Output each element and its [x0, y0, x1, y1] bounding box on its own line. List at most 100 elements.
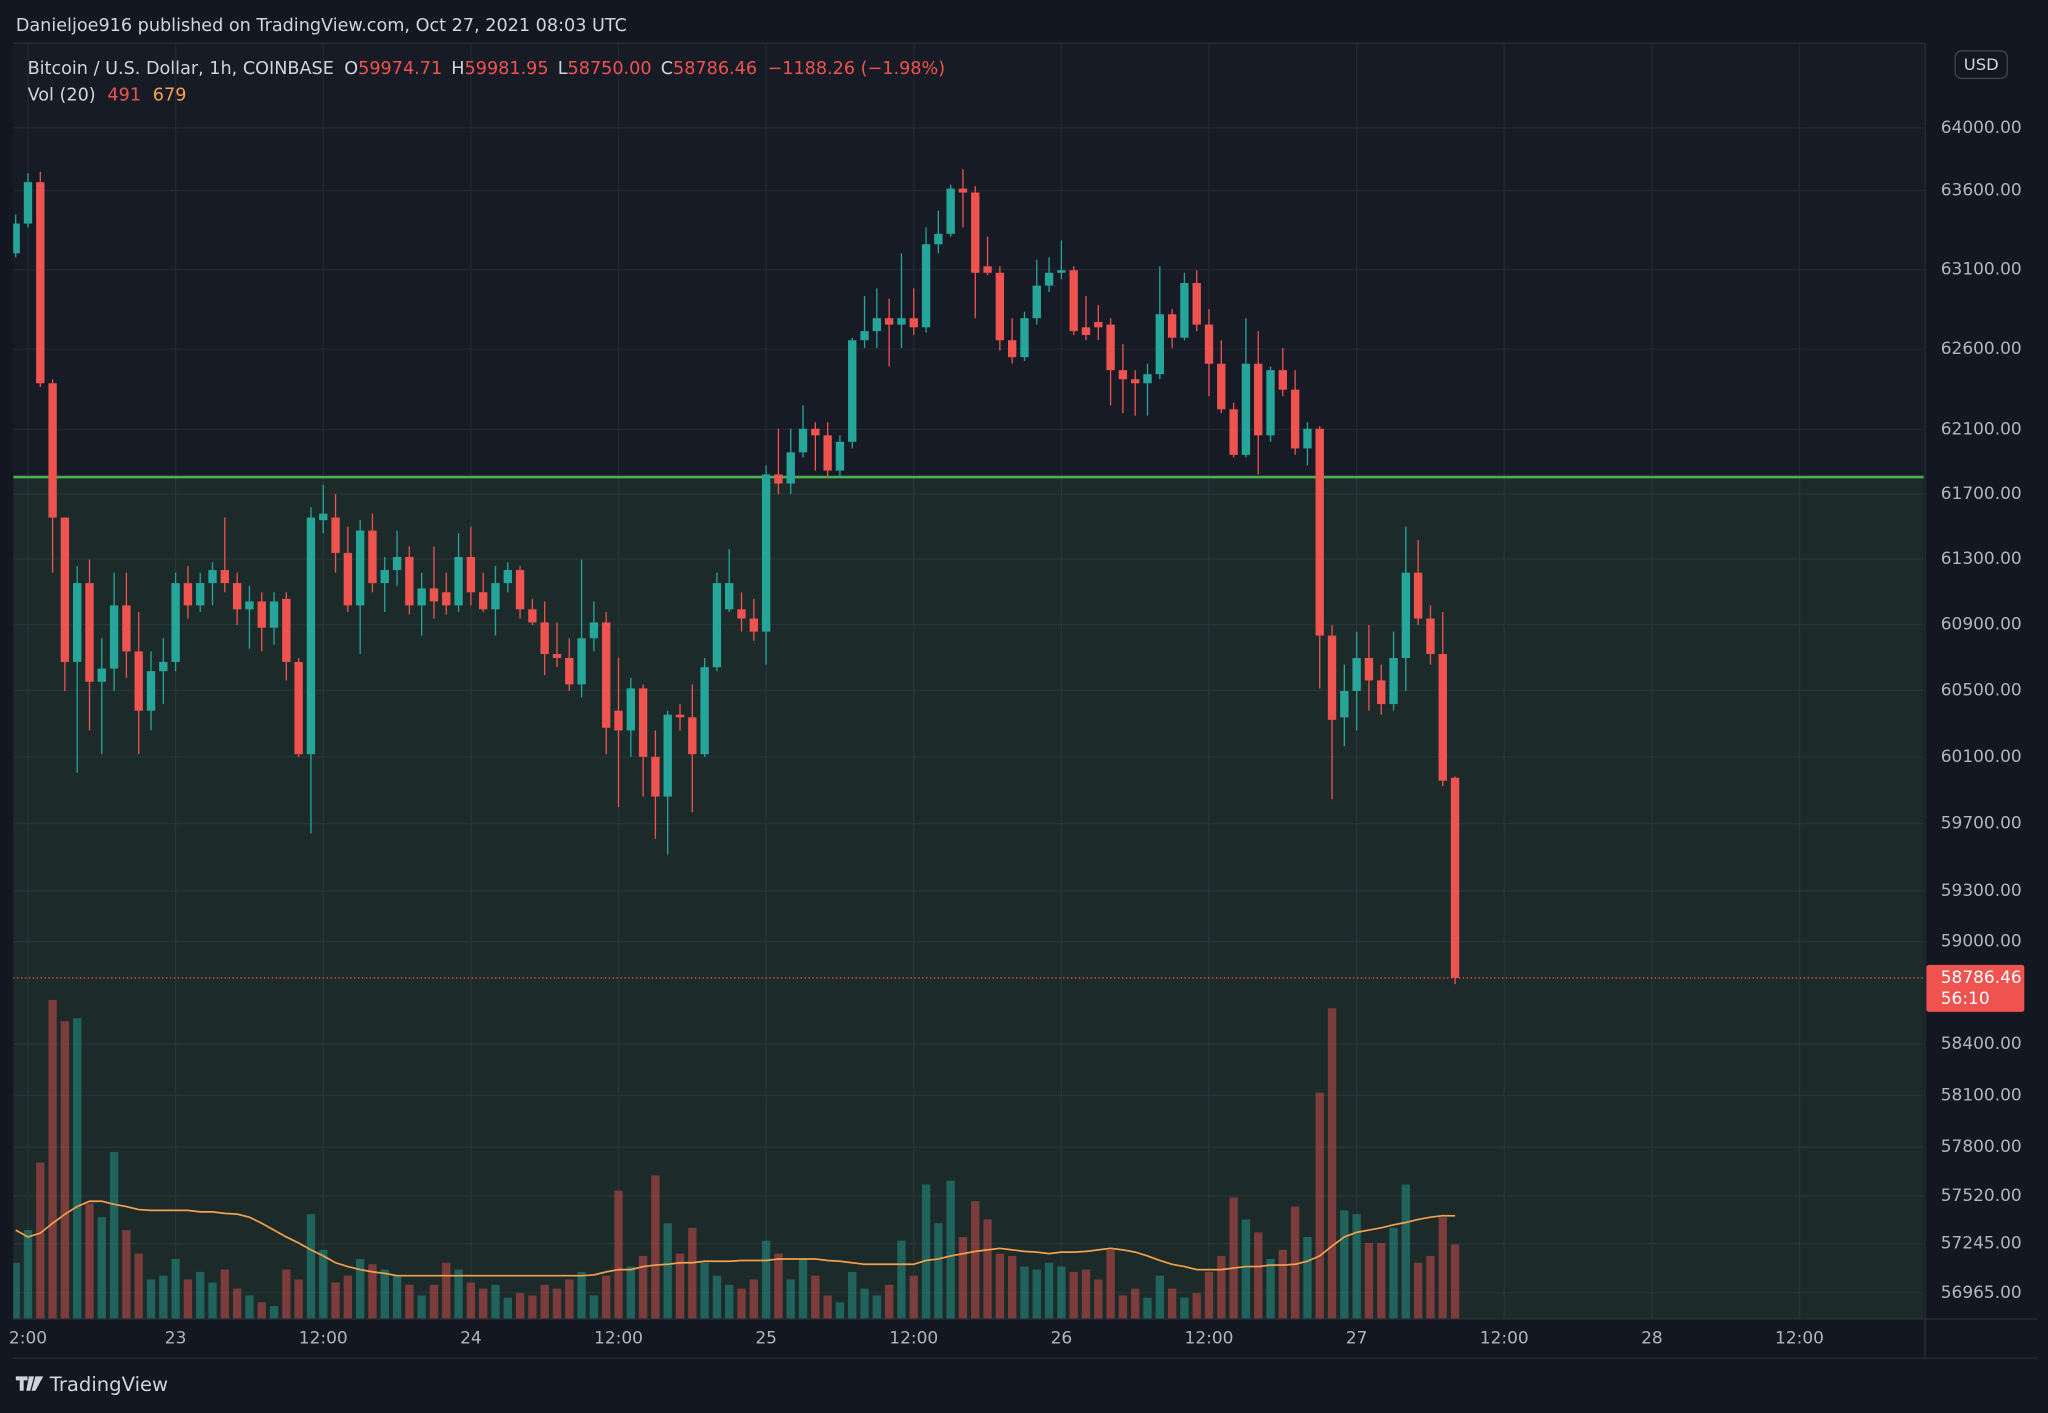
volume-bar: [1081, 1269, 1091, 1319]
volume-bar: [737, 1288, 746, 1319]
volume-bar: [860, 1288, 869, 1319]
x-tick-label: 27: [1346, 1329, 1368, 1349]
volume-bar: [540, 1284, 549, 1319]
candle-body: [355, 530, 365, 606]
volume-bar: [282, 1269, 291, 1319]
candle-body: [761, 474, 771, 632]
volume-bar: [934, 1223, 943, 1319]
volume-bar: [183, 1279, 193, 1319]
volume-bar: [343, 1275, 353, 1319]
volume-value: 491: [107, 85, 141, 105]
volume-bar: [171, 1258, 180, 1319]
y-tick-label: 61300.00: [1941, 549, 2022, 569]
volume-bar: [1057, 1266, 1066, 1319]
candle-body: [823, 435, 832, 471]
volume-bar: [306, 1214, 316, 1319]
level-zone: [13, 477, 1924, 1319]
candle-body: [1167, 314, 1177, 338]
price-pane: [13, 43, 1924, 1319]
y-tick-label: 64000.00: [1941, 118, 2022, 138]
candle-body: [946, 188, 955, 234]
volume-bar: [1020, 1266, 1029, 1319]
candle-body: [466, 556, 476, 593]
y-tick-label: 59000.00: [1941, 932, 2022, 952]
candle-body: [319, 513, 328, 521]
candle-layer: [13, 169, 1924, 985]
volume-bar: [835, 1302, 845, 1319]
candle-body: [269, 601, 279, 628]
candle-body: [995, 272, 1005, 341]
y-tick-label: 56965.00: [1941, 1283, 2022, 1303]
y-tick-label: 58400.00: [1941, 1034, 2022, 1054]
volume-bar: [417, 1295, 426, 1319]
volume-bar: [491, 1284, 500, 1319]
volume-bar: [565, 1279, 574, 1319]
candle-body: [1057, 270, 1066, 273]
volume-bar: [1401, 1184, 1411, 1319]
candle-body: [442, 592, 451, 606]
currency: USD: [1964, 55, 1999, 74]
grid: [13, 43, 1924, 1319]
candle-body: [1020, 318, 1029, 358]
volume-bar: [1143, 1297, 1152, 1319]
legend-volume: Vol (20) 491 679: [28, 85, 187, 105]
volume-bar: [971, 1201, 980, 1319]
ohlc-value: 59981.95: [465, 59, 549, 79]
candle-body: [614, 710, 623, 731]
volume-bar: [13, 1262, 20, 1319]
volume-bar: [355, 1258, 365, 1319]
candle-body: [478, 592, 488, 610]
candle-body: [232, 583, 242, 610]
time-axis: 2:00 23 12:00 24 12:00 25 12:00 26 12:00 27 12:00 2…: [9, 1329, 1824, 1349]
volume-bar: [1315, 1092, 1324, 1319]
volume-bar: [1340, 1210, 1349, 1319]
brand-logo: [15, 1376, 44, 1391]
candle-body: [798, 428, 808, 453]
candle-body: [1413, 572, 1423, 619]
volume-bar: [614, 1190, 623, 1319]
y-tick-label: 62600.00: [1941, 339, 2022, 359]
volume-bar: [921, 1184, 931, 1319]
volume-bar: [146, 1279, 156, 1319]
candle-body: [1044, 272, 1054, 286]
candle-body: [208, 570, 217, 584]
ohlc-key: O: [344, 59, 358, 79]
candle-body: [97, 668, 106, 682]
candle-body: [48, 383, 57, 518]
candle-body: [1364, 657, 1374, 681]
candle-body: [220, 570, 230, 584]
candle-body: [835, 441, 845, 471]
volume-bar: [651, 1175, 660, 1319]
volume-bar: [909, 1275, 918, 1319]
currency-badge[interactable]: [1954, 50, 2009, 80]
candle-body: [282, 598, 291, 662]
candle-body: [171, 583, 180, 662]
volume-bar: [811, 1275, 820, 1319]
y-tick-label: 61700.00: [1941, 484, 2022, 504]
candle-body: [331, 517, 340, 553]
candle-body: [589, 622, 599, 639]
volume-bar: [208, 1282, 217, 1319]
candle-body: [700, 667, 709, 755]
volume-bar: [1229, 1197, 1238, 1319]
y-tick-label: 59700.00: [1941, 814, 2022, 834]
x-tick-label: 28: [1641, 1329, 1663, 1349]
candle-body: [1450, 777, 1460, 978]
candle-body: [196, 583, 205, 606]
volume-bar: [1032, 1269, 1041, 1319]
volume-bar: [220, 1269, 230, 1319]
x-tick-label: 23: [165, 1329, 187, 1349]
candle-body: [122, 605, 131, 652]
y-tick-label: 57800.00: [1941, 1137, 2022, 1157]
volume-bar: [1167, 1288, 1177, 1319]
volume-bar: [725, 1284, 734, 1319]
volume-bar: [466, 1282, 476, 1319]
candle-body: [552, 654, 562, 658]
candle-body: [688, 717, 697, 755]
zone-layer: [13, 475, 1924, 1319]
candle-body: [306, 517, 316, 755]
volume-bar: [1094, 1279, 1103, 1319]
volume-bar: [1290, 1206, 1300, 1319]
candle-body: [1254, 363, 1263, 436]
y-tick-label: 57245.00: [1941, 1234, 2022, 1254]
